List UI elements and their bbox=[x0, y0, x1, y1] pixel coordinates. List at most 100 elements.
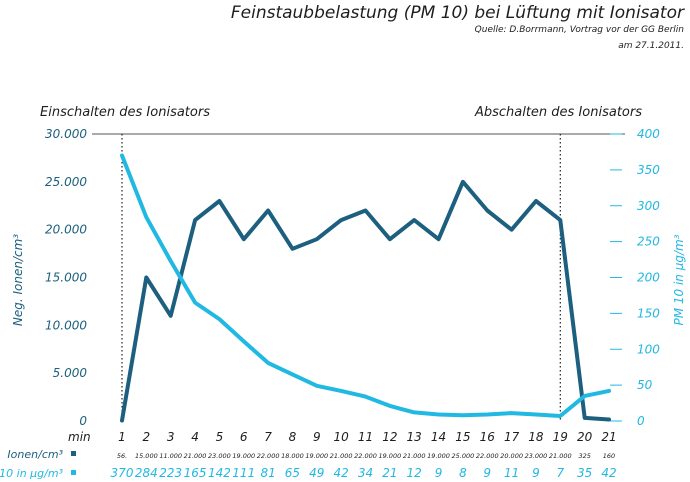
ions-value-label: 11.000 bbox=[159, 452, 182, 460]
ions-value-label: 22.000 bbox=[257, 452, 280, 460]
x-tick-label: 2 bbox=[143, 430, 151, 444]
left-tick-label: 10.000 bbox=[45, 318, 87, 332]
right-tick-label: 300 bbox=[637, 199, 660, 213]
ions-value-label: 56. bbox=[117, 452, 127, 460]
left-tick-label: 20.000 bbox=[45, 223, 87, 237]
right-tick-label: 150 bbox=[637, 306, 660, 320]
ions-value-label: 21.000 bbox=[549, 452, 572, 460]
annotation-start: Einschalten des Ionisators bbox=[40, 105, 210, 120]
left-axis-ticks: 30.000 25.000 20.000 15.000 10.000 5.000 0 bbox=[45, 127, 87, 428]
ions-value-label: 23.000 bbox=[525, 452, 548, 460]
legend-swatch-ions bbox=[71, 451, 76, 456]
pm10-series-line bbox=[120, 153, 611, 418]
pm10-value-label: 165 bbox=[184, 466, 207, 480]
pm10-value-label: 21 bbox=[382, 466, 397, 480]
x-axis-ticks: 1 2 3 4 5 6 7 8 9 10 11 12 13 14 15 16 17 18 19 20 21 bbox=[118, 430, 616, 444]
source-line-2: am 27.1.2011. bbox=[618, 41, 684, 51]
ions-value-label: 20.000 bbox=[500, 452, 523, 460]
x-tick-label: 16 bbox=[480, 430, 496, 444]
pm10-value-label: 42 bbox=[334, 466, 349, 480]
left-axis-label: Neg. Ionen/cm³ bbox=[11, 234, 25, 326]
pm10-value-label: 35 bbox=[577, 466, 592, 480]
x-tick-label: 19 bbox=[553, 430, 568, 444]
ions-value-label: 19.000 bbox=[378, 452, 401, 460]
ions-value-row: 56. 15.000 11.000 21.000 23.000 19.000 22.000 1… bbox=[117, 452, 615, 460]
x-tick-label: 18 bbox=[528, 430, 544, 444]
x-tick-label: 14 bbox=[431, 430, 446, 444]
ions-value-label: 18.000 bbox=[281, 452, 304, 460]
ions-value-label: 21.000 bbox=[403, 452, 426, 460]
ions-value-label: 23.000 bbox=[208, 452, 231, 460]
x-tick-label: 20 bbox=[577, 430, 593, 444]
left-tick-label: 30.000 bbox=[45, 127, 87, 141]
x-tick-label: 8 bbox=[289, 430, 297, 444]
x-tick-label: 11 bbox=[358, 430, 373, 444]
pm10-value-label: 49 bbox=[309, 466, 324, 480]
pm10-value-label: 9 bbox=[483, 466, 491, 480]
x-tick-label: 3 bbox=[167, 430, 175, 444]
left-tick-label: 15.000 bbox=[45, 271, 87, 285]
x-tick-label: 7 bbox=[264, 430, 272, 444]
pm10-value-label: 223 bbox=[159, 466, 182, 480]
x-tick-label: 21 bbox=[601, 430, 616, 444]
legend-label-pm10: PM 10 in µg/m³ bbox=[0, 467, 64, 480]
data-series bbox=[120, 153, 611, 423]
pm10-value-row: 370 284 223 165 142 111 81 65 49 42 34 21 12 9 8 9 11 9 7 3… bbox=[111, 466, 617, 480]
pm10-value-label: 9 bbox=[435, 466, 443, 480]
event-markers bbox=[121, 134, 561, 421]
ions-value-label: 19.000 bbox=[232, 452, 255, 460]
ions-value-label: 21.000 bbox=[184, 452, 207, 460]
right-tick-label: 50 bbox=[637, 378, 653, 392]
x-tick-label: 17 bbox=[504, 430, 520, 444]
right-axis-label: PM 10 in µg/m³ bbox=[672, 234, 686, 325]
pm10-value-label: 42 bbox=[601, 466, 616, 480]
legend-label-ions: Ionen/cm³ bbox=[7, 448, 63, 461]
ions-value-label: 19.000 bbox=[305, 452, 328, 460]
pm10-value-label: 8 bbox=[459, 466, 467, 480]
ions-series-line bbox=[120, 179, 611, 423]
right-tick-label: 100 bbox=[637, 342, 660, 356]
x-tick-label: 5 bbox=[216, 430, 224, 444]
ions-value-label: 19.000 bbox=[427, 452, 450, 460]
ions-value-label: 15.000 bbox=[135, 452, 158, 460]
ions-value-label: 160 bbox=[603, 452, 615, 460]
right-axis-ticks: 400 350 300 250 200 150 100 50 0 bbox=[610, 127, 660, 428]
x-tick-label: 6 bbox=[240, 430, 248, 444]
x-tick-label: 15 bbox=[455, 430, 470, 444]
x-tick-label: 13 bbox=[407, 430, 422, 444]
right-tick-label: 0 bbox=[637, 414, 645, 428]
pm10-value-label: 12 bbox=[407, 466, 422, 480]
pm10-value-label: 7 bbox=[556, 466, 564, 480]
pm10-value-label: 81 bbox=[260, 466, 275, 480]
chart-title: Feinstaubbelastung (PM 10) bei Lüftung m… bbox=[231, 3, 685, 23]
annotation-stop: Abschalten des Ionisators bbox=[474, 105, 642, 120]
right-tick-label: 350 bbox=[637, 163, 660, 177]
pm10-value-label: 34 bbox=[358, 466, 373, 480]
ions-value-label: 22.000 bbox=[476, 452, 499, 460]
right-tick-label: 250 bbox=[637, 235, 660, 249]
pm10-value-label: 9 bbox=[532, 466, 540, 480]
left-tick-label: 0 bbox=[79, 414, 87, 428]
x-tick-label: 4 bbox=[191, 430, 199, 444]
pm10-value-label: 65 bbox=[285, 466, 300, 480]
ions-value-label: 325 bbox=[578, 452, 590, 460]
ions-value-label: 21.000 bbox=[330, 452, 353, 460]
source-line-1: Quelle: D.Borrmann, Vortrag vor der GG B… bbox=[475, 25, 685, 35]
legend-swatch-pm10 bbox=[71, 470, 76, 475]
pm10-value-label: 370 bbox=[111, 466, 134, 480]
pm10-value-label: 142 bbox=[208, 466, 231, 480]
x-tick-label: 9 bbox=[313, 430, 321, 444]
x-axis-label: min bbox=[68, 430, 91, 444]
right-tick-label: 200 bbox=[637, 271, 660, 285]
x-tick-label: 1 bbox=[118, 430, 126, 444]
ions-value-label: 22.000 bbox=[354, 452, 377, 460]
x-tick-label: 12 bbox=[382, 430, 397, 444]
left-tick-label: 5.000 bbox=[53, 366, 88, 380]
pm10-value-label: 284 bbox=[135, 466, 158, 480]
x-tick-label: 10 bbox=[334, 430, 350, 444]
left-tick-label: 25.000 bbox=[45, 175, 87, 189]
ions-value-label: 25.000 bbox=[452, 452, 475, 460]
right-tick-label: 400 bbox=[637, 127, 660, 141]
pm10-value-label: 111 bbox=[232, 466, 255, 480]
